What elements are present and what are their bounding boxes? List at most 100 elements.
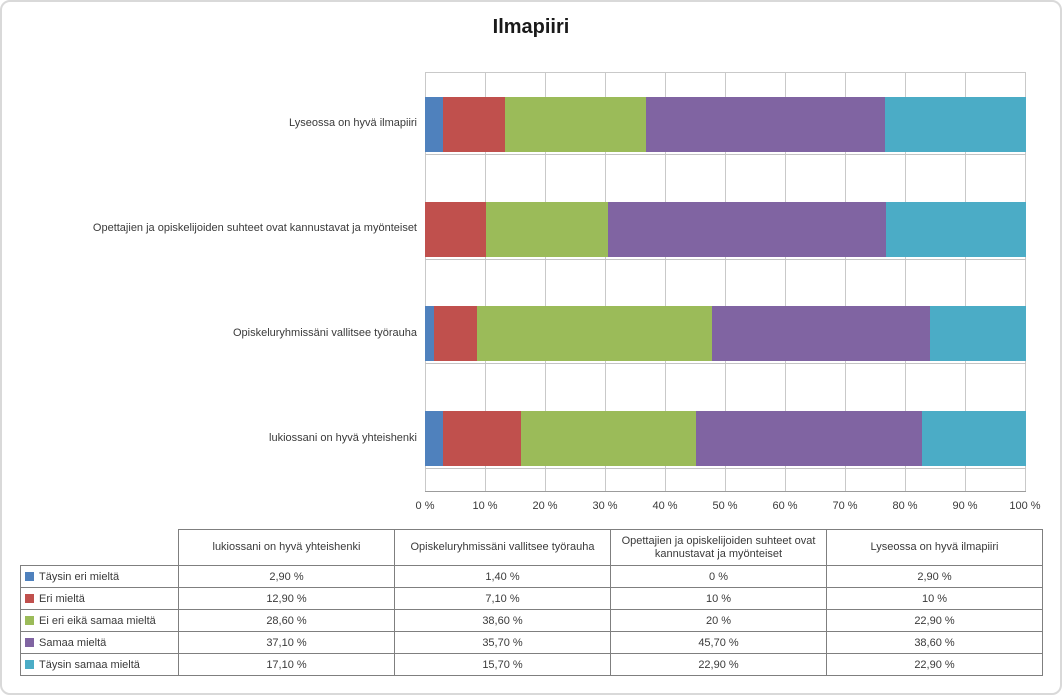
table-value-cell: 10 % xyxy=(826,587,1043,610)
table-row: Täysin samaa mieltä 17,10 % 15,70 % 22,90 %… xyxy=(20,653,1043,676)
legend-cell: Täysin samaa mieltä xyxy=(20,653,179,676)
table-value-cell: 20 % xyxy=(610,609,827,632)
legend-cell: Ei eri eikä samaa mieltä xyxy=(20,609,179,632)
x-axis-tick-label: 100 % xyxy=(1009,500,1041,512)
table-value-cell: 37,10 % xyxy=(178,631,395,654)
legend-cell: Eri mieltä xyxy=(20,587,179,610)
table-value-cell: 22,90 % xyxy=(610,653,827,676)
table-value-cell: 12,90 % xyxy=(178,587,395,610)
legend-swatch-icon xyxy=(25,571,34,581)
category-label: lukiossani on hyvä yhteishenki xyxy=(269,432,417,444)
bar-segment-1 xyxy=(425,411,443,466)
table-value-cell: 10 % xyxy=(610,587,827,610)
bar-segment-4 xyxy=(712,306,931,361)
gridline xyxy=(425,72,426,491)
bar-row xyxy=(425,411,1026,466)
bar-segment-2 xyxy=(433,306,477,361)
bar-segment-5 xyxy=(884,97,1026,152)
table-value-cell: 15,70 % xyxy=(394,653,611,676)
x-axis-tick-label: 50 % xyxy=(712,500,738,512)
bar-segment-4 xyxy=(695,411,922,466)
table-header-cell: Opettajien ja opiskelijoiden suhteet ova… xyxy=(610,529,827,566)
table-value-cell: 22,90 % xyxy=(826,653,1043,676)
table-value-cell: 22,90 % xyxy=(826,609,1043,632)
legend-cell: Täysin eri mieltä xyxy=(20,565,179,588)
table-header-cell: Opiskeluryhmissäni vallitsee työrauha xyxy=(394,529,611,566)
x-axis-tick-label: 60 % xyxy=(772,500,798,512)
x-axis-tick-label: 10 % xyxy=(472,500,498,512)
bar-segment-2 xyxy=(425,202,486,257)
legend-swatch-icon xyxy=(25,637,34,647)
under-bar-line xyxy=(425,259,1026,260)
table-value-cell: 28,60 % xyxy=(178,609,395,632)
bar-segment-4 xyxy=(607,202,887,257)
bar-segment-5 xyxy=(886,202,1026,257)
bar-row xyxy=(425,97,1026,152)
category-label: Opiskeluryhmissäni vallitsee työrauha xyxy=(232,327,417,339)
bar-segment-5 xyxy=(930,306,1026,361)
bar-row xyxy=(425,306,1026,361)
gridline xyxy=(545,72,546,491)
bar-row xyxy=(425,202,1026,257)
bar-segment-4 xyxy=(646,97,885,152)
bar-segment-1 xyxy=(425,97,443,152)
x-axis-tick-label: 20 % xyxy=(532,500,558,512)
table-value-cell: 38,60 % xyxy=(826,631,1043,654)
legend-label: Samaa mieltä xyxy=(39,636,107,649)
legend-swatch-icon xyxy=(25,593,34,603)
gridline xyxy=(485,72,486,491)
gridline xyxy=(785,72,786,491)
under-bar-line xyxy=(425,363,1026,364)
x-axis-tick-label: 0 % xyxy=(415,500,435,512)
x-axis-tick-label: 40 % xyxy=(652,500,678,512)
gridline xyxy=(845,72,846,491)
table-value-cell: 2,90 % xyxy=(826,565,1043,588)
table-value-cell: 38,60 % xyxy=(394,609,611,632)
legend-label: Eri mieltä xyxy=(39,592,85,605)
table-value-cell: 35,70 % xyxy=(394,631,611,654)
bar-segment-3 xyxy=(485,202,608,257)
x-axis-tick-label: 70 % xyxy=(832,500,858,512)
plot-top-border xyxy=(425,72,1026,73)
table-corner-cell xyxy=(20,529,179,566)
category-label: Lyseossa on hyvä ilmapiiri xyxy=(289,117,417,129)
legend-label: Täysin eri mieltä xyxy=(39,570,120,583)
gridline xyxy=(905,72,906,491)
data-table: lukiossani on hyvä yhteishenki Opiskelury… xyxy=(20,529,1043,676)
legend-swatch-icon xyxy=(25,659,34,669)
x-axis-tick-label: 30 % xyxy=(592,500,618,512)
table-header-row: lukiossani on hyvä yhteishenki Opiskelury… xyxy=(20,529,1043,566)
table-value-cell: 2,90 % xyxy=(178,565,395,588)
gridline xyxy=(725,72,726,491)
gridline xyxy=(1025,72,1026,491)
x-axis-tick-label: 80 % xyxy=(892,500,918,512)
x-axis-tick-label: 90 % xyxy=(952,500,978,512)
gridline xyxy=(665,72,666,491)
table-value-cell: 45,70 % xyxy=(610,631,827,654)
bar-segment-2 xyxy=(442,97,505,152)
table-value-cell: 0 % xyxy=(610,565,827,588)
legend-cell: Samaa mieltä xyxy=(20,631,179,654)
legend-swatch-icon xyxy=(25,615,34,625)
table-header-cell: Lyseossa on hyvä ilmapiiri xyxy=(826,529,1043,566)
bar-segment-5 xyxy=(921,411,1026,466)
legend-label: Täysin samaa mieltä xyxy=(39,658,140,671)
bar-segment-3 xyxy=(476,306,713,361)
legend-label: Ei eri eikä samaa mieltä xyxy=(39,614,156,627)
under-bar-line xyxy=(425,468,1026,469)
table-header-cell: lukiossani on hyvä yhteishenki xyxy=(178,529,395,566)
gridline xyxy=(965,72,966,491)
table-value-cell: 17,10 % xyxy=(178,653,395,676)
chart-title: Ilmapiiri xyxy=(492,16,570,38)
gridline xyxy=(605,72,606,491)
plot-area xyxy=(425,72,1026,492)
table-value-cell: 1,40 % xyxy=(394,565,611,588)
table-row: Ei eri eikä samaa mieltä 28,60 % 38,60 % 20… xyxy=(20,609,1043,632)
bar-segment-1 xyxy=(425,306,434,361)
bar-segment-2 xyxy=(442,411,522,466)
under-bar-line xyxy=(425,154,1026,155)
bar-segment-3 xyxy=(521,411,696,466)
table-row: Eri mieltä 12,90 % 7,10 % 10 % 10 % xyxy=(20,587,1043,610)
x-axis-line xyxy=(425,491,1026,492)
